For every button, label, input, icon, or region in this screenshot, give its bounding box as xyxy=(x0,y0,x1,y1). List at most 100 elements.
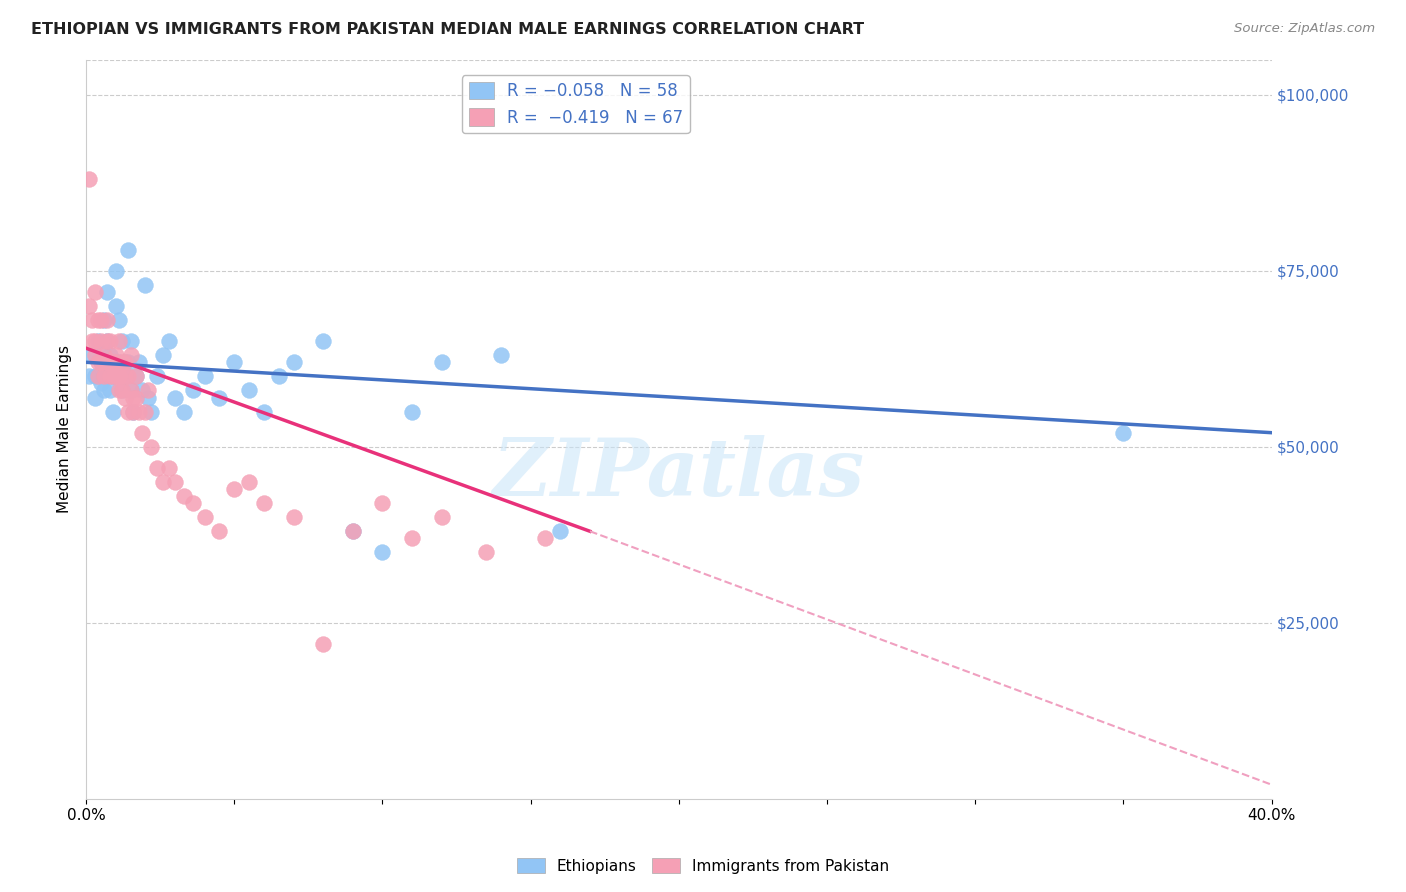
Point xyxy=(128,355,150,369)
Point xyxy=(208,391,231,405)
Point xyxy=(87,334,110,348)
Point xyxy=(111,384,134,398)
Point xyxy=(87,313,110,327)
Point xyxy=(101,404,124,418)
Legend: R = −0.058   N = 58, R =  −0.419   N = 67: R = −0.058 N = 58, R = −0.419 N = 67 xyxy=(463,75,690,133)
Y-axis label: Median Male Earnings: Median Male Earnings xyxy=(58,345,72,513)
Point xyxy=(77,299,100,313)
Point xyxy=(107,369,129,384)
Point xyxy=(87,355,110,369)
Point xyxy=(146,369,169,384)
Point xyxy=(93,348,115,362)
Point xyxy=(224,482,246,496)
Point xyxy=(101,369,124,384)
Point xyxy=(475,545,498,559)
Point xyxy=(141,404,163,418)
Point xyxy=(312,637,335,651)
Point xyxy=(96,334,118,348)
Point xyxy=(80,348,103,362)
Point xyxy=(267,369,290,384)
Point xyxy=(548,524,571,539)
Point xyxy=(104,299,127,313)
Point xyxy=(371,545,394,559)
Point xyxy=(98,334,121,348)
Point xyxy=(117,404,139,418)
Point xyxy=(122,391,145,405)
Point xyxy=(125,369,148,384)
Point xyxy=(111,355,134,369)
Point xyxy=(114,369,136,384)
Text: ETHIOPIAN VS IMMIGRANTS FROM PAKISTAN MEDIAN MALE EARNINGS CORRELATION CHART: ETHIOPIAN VS IMMIGRANTS FROM PAKISTAN ME… xyxy=(31,22,865,37)
Point xyxy=(117,355,139,369)
Text: Source: ZipAtlas.com: Source: ZipAtlas.com xyxy=(1234,22,1375,36)
Point xyxy=(107,334,129,348)
Point xyxy=(157,334,180,348)
Point xyxy=(125,391,148,405)
Point xyxy=(104,348,127,362)
Point xyxy=(120,348,142,362)
Point xyxy=(80,334,103,348)
Point xyxy=(194,510,217,524)
Point xyxy=(107,355,129,369)
Point xyxy=(238,475,260,489)
Point xyxy=(101,355,124,369)
Point xyxy=(312,334,335,348)
Point xyxy=(401,531,423,545)
Point xyxy=(283,355,305,369)
Point xyxy=(163,391,186,405)
Point xyxy=(104,264,127,278)
Point xyxy=(136,391,159,405)
Point xyxy=(96,285,118,299)
Point xyxy=(84,285,107,299)
Point xyxy=(125,369,148,384)
Point xyxy=(173,404,195,418)
Point xyxy=(111,334,134,348)
Point xyxy=(134,404,156,418)
Point xyxy=(224,355,246,369)
Point xyxy=(93,355,115,369)
Point xyxy=(90,334,112,348)
Point xyxy=(87,369,110,384)
Point xyxy=(489,348,512,362)
Point xyxy=(93,369,115,384)
Point xyxy=(1112,425,1135,440)
Point xyxy=(93,313,115,327)
Point xyxy=(98,384,121,398)
Point xyxy=(131,384,153,398)
Point xyxy=(87,369,110,384)
Point xyxy=(96,369,118,384)
Point xyxy=(84,369,107,384)
Point xyxy=(93,384,115,398)
Point xyxy=(430,355,453,369)
Point xyxy=(93,348,115,362)
Point xyxy=(101,369,124,384)
Point xyxy=(208,524,231,539)
Point xyxy=(342,524,364,539)
Point xyxy=(114,355,136,369)
Point xyxy=(96,313,118,327)
Point xyxy=(104,369,127,384)
Point xyxy=(181,384,204,398)
Point xyxy=(114,369,136,384)
Point xyxy=(122,404,145,418)
Point xyxy=(98,348,121,362)
Point xyxy=(283,510,305,524)
Point xyxy=(194,369,217,384)
Point xyxy=(253,496,276,510)
Point xyxy=(141,440,163,454)
Point xyxy=(157,461,180,475)
Point xyxy=(173,489,195,503)
Point xyxy=(117,369,139,384)
Point xyxy=(128,404,150,418)
Point xyxy=(136,384,159,398)
Point xyxy=(96,334,118,348)
Point xyxy=(163,475,186,489)
Point xyxy=(104,355,127,369)
Point xyxy=(401,404,423,418)
Point xyxy=(77,172,100,186)
Point xyxy=(534,531,557,545)
Point xyxy=(117,243,139,257)
Point xyxy=(430,510,453,524)
Point xyxy=(181,496,204,510)
Point xyxy=(146,461,169,475)
